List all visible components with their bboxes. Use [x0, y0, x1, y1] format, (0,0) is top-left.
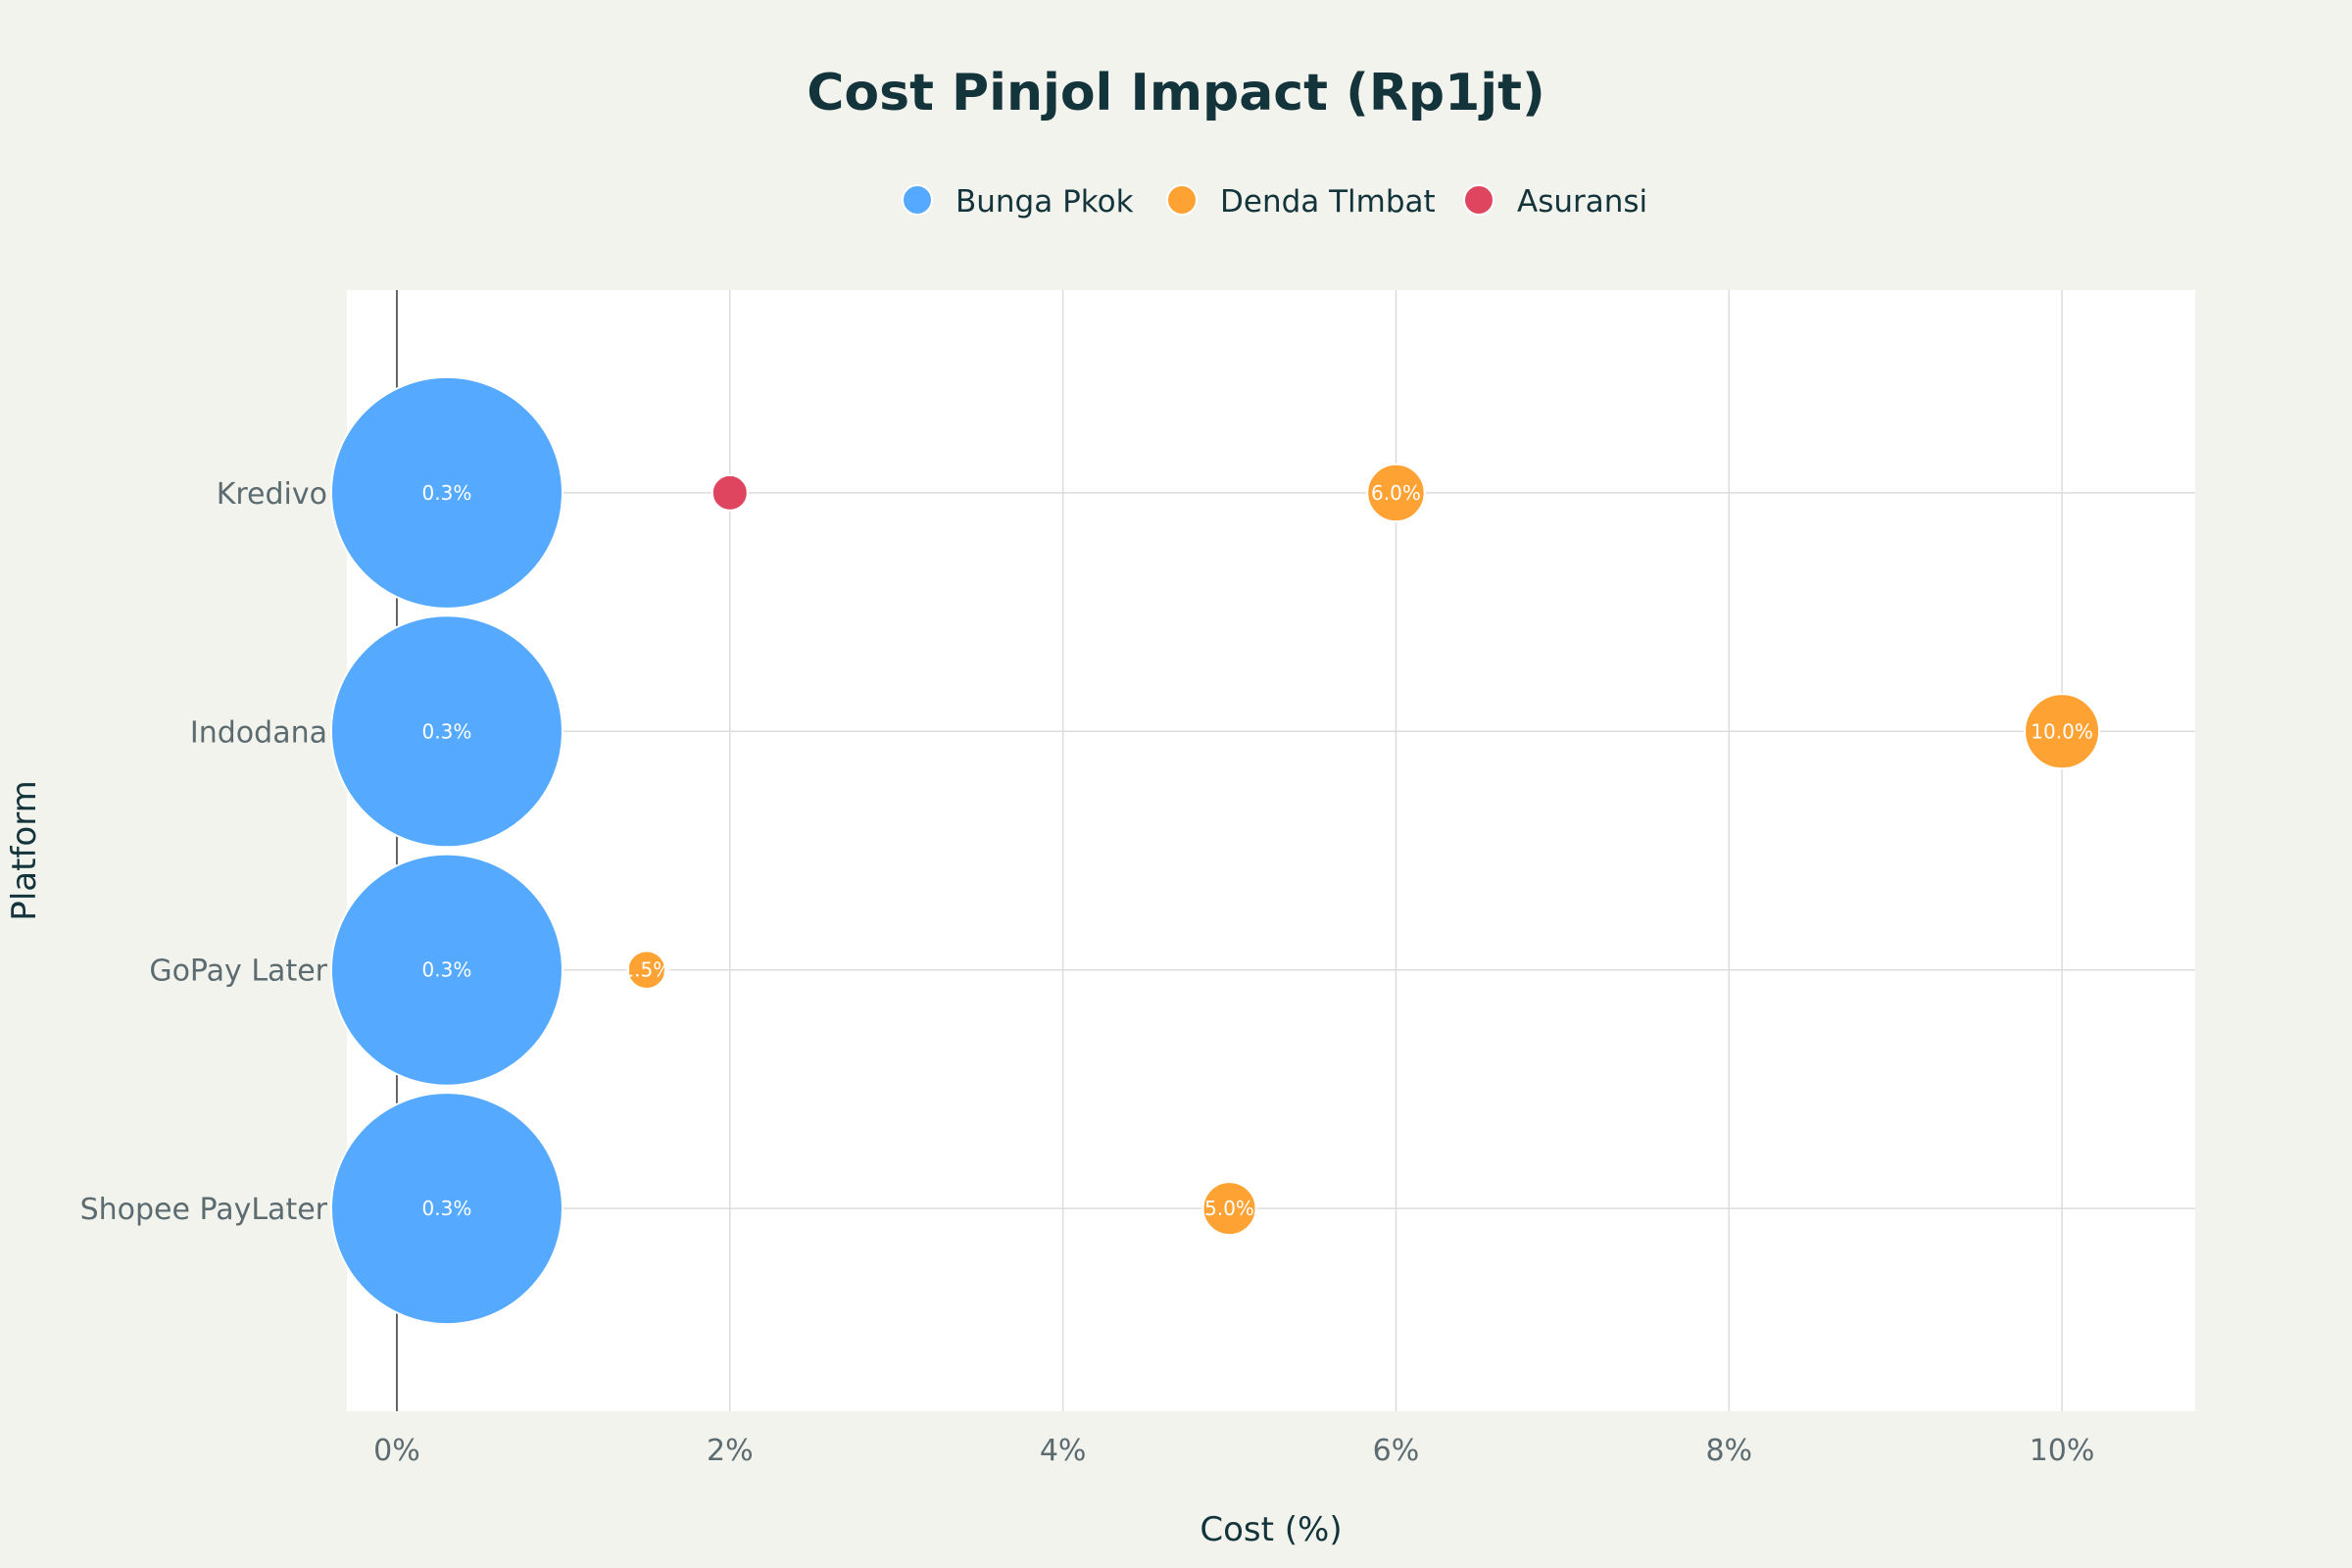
y-tick-labels: Kredivo Indodana GoPay Later Shopee PayLate…: [80, 477, 328, 1227]
bubble-denda-tlmbat: [626, 950, 667, 991]
legend-label: Denda Tlmbat: [1220, 184, 1436, 220]
x-tick-label: 8%: [1705, 1434, 1752, 1468]
bubble-bunga-pkok: [329, 375, 564, 610]
bubble-bunga-pkok: [329, 614, 564, 849]
bubble-data-label: 5.0%: [1204, 1197, 1254, 1220]
y-axis-label: Platform: [5, 780, 44, 920]
x-tick-label: 6%: [1373, 1434, 1420, 1468]
bubble-data-label: 10.0%: [2031, 719, 2093, 743]
legend-marker: [1463, 184, 1494, 216]
y-tick-label: Kredivo: [217, 477, 327, 512]
bubble-denda-tlmbat: [2024, 693, 2101, 770]
bubble-denda-tlmbat: [1201, 1181, 1257, 1237]
y-tick-label: Indodana: [190, 715, 327, 750]
chart-title: Cost Pinjol Impact (Rp1jt): [807, 64, 1545, 122]
x-tick-labels: 0% 2% 4% 6% 8% 10%: [373, 1434, 2094, 1468]
bubble-data-label: 0.3%: [422, 719, 472, 743]
bubble-asuransi: [710, 473, 749, 512]
x-tick-label: 0%: [373, 1434, 420, 1468]
legend: Bunga Pkok Denda Tlmbat Asuransi: [902, 184, 1647, 220]
plot-area: [347, 290, 2195, 1411]
bubble-data-label: 1.5%: [621, 958, 671, 982]
bubbles: 0.3% 0.3% 0.3% 0.3% 6.0% 10.0% 1.5% 5.0%: [329, 375, 2101, 1326]
legend-marker: [902, 184, 933, 216]
y-gridlines: [347, 492, 2195, 1209]
y-tick-label: GoPay Later: [149, 955, 327, 989]
bubble-data-label: 0.3%: [422, 1197, 472, 1220]
bubble-data-label: 0.3%: [422, 481, 472, 505]
y-tick-label: Shopee PayLater: [80, 1193, 328, 1227]
x-tick-label: 2%: [707, 1434, 754, 1468]
legend-label: Asuransi: [1517, 184, 1647, 220]
x-tick-label: 4%: [1040, 1434, 1087, 1468]
legend-marker: [1166, 184, 1198, 216]
bubble-bunga-pkok: [329, 853, 564, 1087]
bubble-data-label: 6.0%: [1371, 481, 1421, 505]
x-axis-label: Cost (%): [1200, 1510, 1342, 1549]
x-tick-label: 10%: [2030, 1434, 2095, 1468]
bubble-denda-tlmbat: [1366, 463, 1426, 523]
bubble-data-label: 0.3%: [422, 958, 472, 982]
legend-label: Bunga Pkok: [956, 184, 1134, 220]
bubble-bunga-pkok: [329, 1092, 564, 1326]
